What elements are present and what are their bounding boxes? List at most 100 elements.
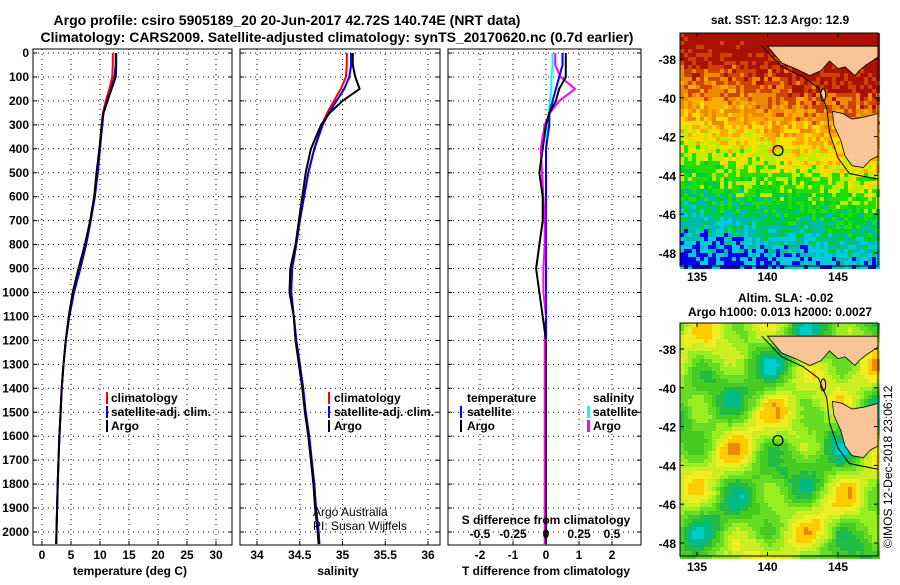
map-cell xyxy=(736,339,740,343)
map-cell xyxy=(812,205,816,209)
map-cell xyxy=(752,185,756,189)
map-cell xyxy=(700,495,704,499)
map-cell xyxy=(712,391,716,395)
map-cell xyxy=(868,217,872,221)
map-cell xyxy=(820,73,824,77)
map-cell xyxy=(868,221,872,225)
map-cell xyxy=(748,229,752,233)
map-cell xyxy=(848,205,852,209)
map-cell xyxy=(708,197,712,201)
map-cell xyxy=(680,327,684,331)
map-cell xyxy=(816,93,820,97)
map-cell xyxy=(696,209,700,213)
map-cell xyxy=(708,205,712,209)
map-cell xyxy=(776,141,780,145)
map-cell xyxy=(736,543,740,547)
map-cell xyxy=(776,189,780,193)
map-cell xyxy=(800,233,804,237)
map-cell xyxy=(708,427,712,431)
map-cell xyxy=(780,535,784,539)
map-cell xyxy=(772,65,776,69)
map-cell xyxy=(736,499,740,503)
map-cell xyxy=(692,515,696,519)
map-cell xyxy=(688,463,692,467)
map-cell xyxy=(704,89,708,93)
map-cell xyxy=(760,153,764,157)
map-cell xyxy=(768,257,772,261)
map-cell xyxy=(784,205,788,209)
map-cell xyxy=(748,423,752,427)
map-cell xyxy=(708,479,712,483)
map-cell xyxy=(856,113,860,117)
map-cell xyxy=(824,245,828,249)
map-cell xyxy=(764,209,768,213)
map-cell xyxy=(868,189,872,193)
map-cell xyxy=(864,225,868,229)
map-cell xyxy=(768,407,772,411)
map-cell xyxy=(792,233,796,237)
map-cell xyxy=(724,181,728,185)
map-cell xyxy=(864,37,868,41)
map-cell xyxy=(748,535,752,539)
map-cell xyxy=(724,137,728,141)
map-cell xyxy=(716,511,720,515)
map-cell xyxy=(740,499,744,503)
map-cell xyxy=(748,387,752,391)
map-cell xyxy=(684,225,688,229)
map-cell xyxy=(708,209,712,213)
map-cell xyxy=(764,403,768,407)
map-cell xyxy=(720,339,724,343)
map-cell xyxy=(848,93,852,97)
map-cell xyxy=(712,435,716,439)
map-cell xyxy=(756,113,760,117)
map-cell xyxy=(824,225,828,229)
legend-swatch-t-satellite xyxy=(460,406,462,418)
map-cell xyxy=(748,367,752,371)
map-cell xyxy=(800,37,804,41)
map-cell xyxy=(720,547,724,551)
map-cell xyxy=(688,105,692,109)
map-cell xyxy=(764,213,768,217)
map-cell xyxy=(768,189,772,193)
map-cell xyxy=(696,213,700,217)
map-cell xyxy=(696,241,700,245)
map-cell xyxy=(796,205,800,209)
map-cell xyxy=(860,213,864,217)
map-cell xyxy=(696,129,700,133)
map-cell xyxy=(712,451,716,455)
map-cell xyxy=(792,181,796,185)
map-cell xyxy=(680,531,684,535)
map-cell xyxy=(716,467,720,471)
map-cell xyxy=(744,495,748,499)
map-cell xyxy=(756,411,760,415)
map-cell xyxy=(768,403,772,407)
map-cell xyxy=(700,511,704,515)
map-cell xyxy=(776,133,780,137)
map-cell xyxy=(756,41,760,45)
map-cell xyxy=(684,467,688,471)
map-cell xyxy=(752,331,756,335)
map-cell xyxy=(816,133,820,137)
map-cell xyxy=(776,221,780,225)
map-cell xyxy=(692,483,696,487)
map-cell xyxy=(728,523,732,527)
map-cell xyxy=(684,237,688,241)
map-cell xyxy=(736,109,740,113)
map-cell xyxy=(768,261,772,265)
map-cell xyxy=(800,217,804,221)
map-cell xyxy=(856,33,860,37)
map-cell xyxy=(724,237,728,241)
map-cell xyxy=(764,443,768,447)
map-cell xyxy=(728,73,732,77)
map-cell xyxy=(828,105,832,109)
map-cell xyxy=(812,145,816,149)
map-cell xyxy=(768,161,772,165)
map-cell xyxy=(808,261,812,265)
map-cell xyxy=(832,213,836,217)
map-cell xyxy=(728,515,732,519)
map-cell xyxy=(708,551,712,555)
map-cell xyxy=(780,129,784,133)
map-cell xyxy=(760,261,764,265)
map-cell xyxy=(736,117,740,121)
map-cell xyxy=(820,181,824,185)
